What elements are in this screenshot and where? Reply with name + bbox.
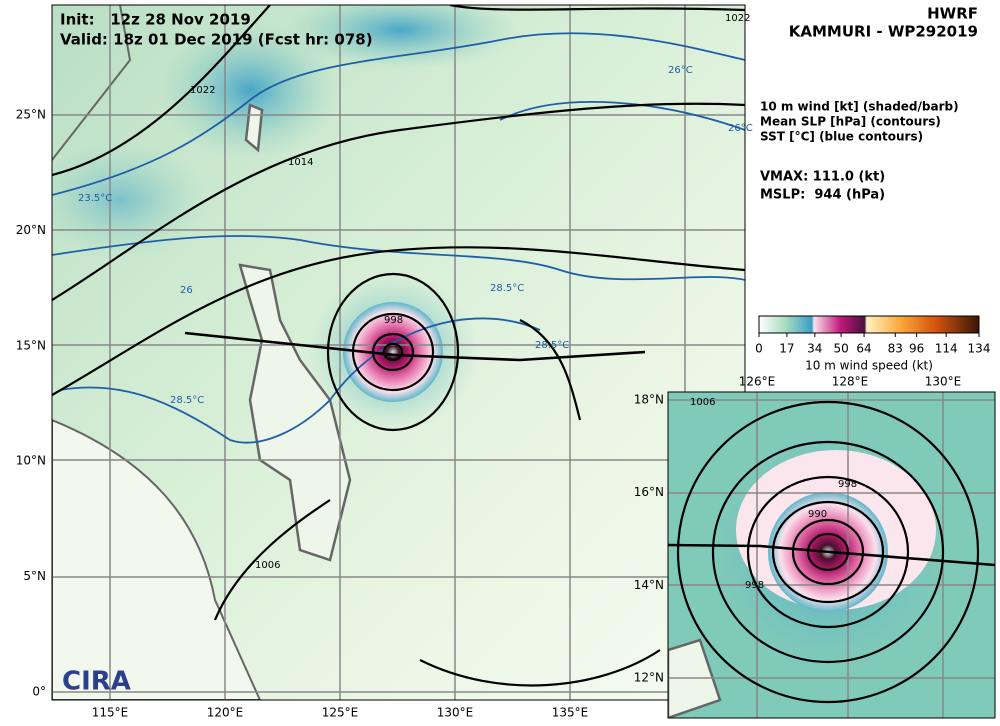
latitude-label: 0° — [32, 685, 46, 699]
colorbar-tick-label: 0 — [755, 342, 763, 356]
inset-longitude-label: 128°E — [832, 375, 869, 389]
storm-stat: MSLP: 944 (hPa) — [760, 188, 885, 203]
longitude-label: 135°E — [552, 706, 589, 720]
colorbar-tick-label: 134 — [968, 342, 991, 356]
longitude-label: 125°E — [322, 706, 359, 720]
contour-label: 998 — [384, 315, 403, 326]
model: HWRF — [927, 5, 978, 23]
contour-label: 26°C — [728, 123, 753, 134]
inset-contour-label: 1006 — [690, 397, 715, 408]
logo: CIRA — [62, 667, 131, 697]
contour-label: 28.5°C — [170, 395, 204, 406]
inset-contour-label: 998 — [745, 580, 764, 591]
colorbar-tick-label: 34 — [807, 342, 822, 356]
storm-name: KAMMURI - WP292019 — [789, 23, 978, 41]
colorbar-tick-label: 96 — [909, 342, 924, 356]
contour-label: 23.5°C — [78, 193, 112, 204]
longitude-label: 130°E — [437, 706, 474, 720]
field-description: 10 m wind [kt] (shaded/barb) — [760, 100, 959, 114]
colorbar — [758, 315, 980, 334]
inset-longitude-label: 130°E — [925, 375, 962, 389]
colorbar-tick-label: 114 — [935, 342, 958, 356]
valid-time: Valid: 18z 01 Dec 2019 (Fcst hr: 078) — [60, 31, 373, 49]
latitude-label: 15°N — [16, 338, 46, 352]
contour-label: 26°C — [668, 65, 693, 76]
inset-latitude-label: 16°N — [634, 485, 664, 499]
contour-label: 1022 — [725, 13, 750, 24]
main-frame — [51, 4, 746, 701]
contour-label: 1006 — [255, 560, 280, 571]
latitude-label: 20°N — [16, 223, 46, 237]
inset-longitude-label: 126°E — [739, 375, 776, 389]
contour-label: 1022 — [190, 85, 215, 96]
latitude-label: 5°N — [23, 569, 46, 583]
inset-latitude-label: 14°N — [634, 578, 664, 592]
init-time: Init: 12z 28 Nov 2019 — [60, 11, 251, 29]
contour-label: 28.5°C — [490, 283, 524, 294]
inset-latitude-label: 18°N — [634, 393, 664, 407]
inset-latitude-label: 12°N — [634, 671, 664, 685]
latitude-label: 25°N — [16, 108, 46, 122]
inset-map — [668, 392, 995, 718]
storm-stat: VMAX: 111.0 (kt) — [760, 170, 885, 185]
inset-contour-label: 998 — [838, 479, 857, 490]
colorbar-label: 10 m wind speed (kt) — [805, 359, 933, 373]
inset-frame — [667, 391, 996, 719]
colorbar-tick-label: 83 — [888, 342, 903, 356]
longitude-label: 120°E — [207, 706, 244, 720]
contour-label: 1014 — [288, 157, 313, 168]
longitude-label: 115°E — [92, 706, 129, 720]
field-description: Mean SLP [hPa] (contours) — [760, 115, 941, 129]
inset-contour-label: 990 — [808, 509, 827, 520]
latitude-label: 10°N — [16, 454, 46, 468]
colorbar-tick-label: 17 — [779, 342, 794, 356]
colorbar-tick-label: 64 — [856, 342, 871, 356]
field-description: SST [°C] (blue contours) — [760, 130, 923, 144]
contour-label: 28.5°C — [535, 340, 569, 351]
colorbar-tick-label: 50 — [833, 342, 848, 356]
main-map — [52, 5, 745, 700]
contour-label: 26 — [180, 285, 193, 296]
